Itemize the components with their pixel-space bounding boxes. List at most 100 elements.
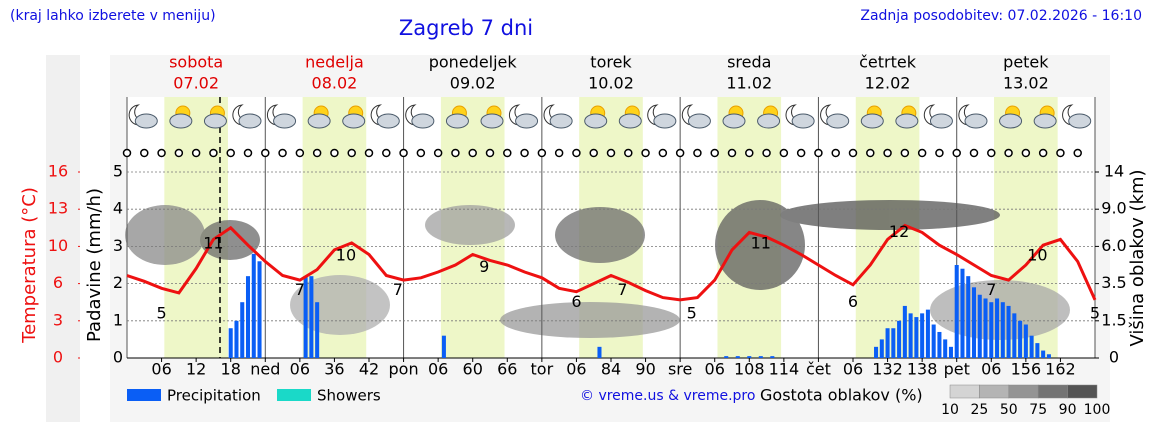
x-tick-label: pet bbox=[944, 360, 970, 379]
cloud-cover bbox=[125, 200, 1070, 340]
wind-calm bbox=[330, 148, 339, 158]
x-tick-label: 84 bbox=[601, 360, 621, 379]
wind-calm bbox=[382, 148, 391, 158]
wind-calm bbox=[606, 148, 616, 158]
x-tick-label: 06 bbox=[843, 360, 863, 379]
wind-calm bbox=[191, 148, 201, 158]
wind-calm bbox=[364, 148, 374, 158]
day-name: petek bbox=[1003, 53, 1049, 72]
cloud-legend-label: 100 bbox=[1084, 402, 1111, 418]
y2-tick-label: 9.0 bbox=[1101, 199, 1126, 218]
wind-calm bbox=[779, 148, 789, 158]
x-tick-label: 66 bbox=[497, 360, 517, 379]
wind-calm bbox=[1021, 148, 1031, 158]
precip-bar bbox=[597, 346, 602, 358]
wind-calm bbox=[796, 148, 806, 158]
cloud-icon bbox=[791, 113, 815, 129]
temp-label: 5 bbox=[687, 303, 697, 322]
precip-bar bbox=[303, 276, 308, 358]
y2-tick-label: 3.5 bbox=[1101, 273, 1126, 292]
cloud-legend-swatch bbox=[979, 384, 1010, 399]
legend-label: Showers bbox=[317, 387, 381, 405]
precip-bar bbox=[257, 261, 262, 358]
temp-axis-title: Temperatura (°C) bbox=[19, 187, 40, 344]
cloud-icon bbox=[376, 113, 400, 129]
cloud-legend-swatch bbox=[1067, 384, 1098, 399]
precip-bar bbox=[874, 346, 879, 358]
temp-label: 6 bbox=[571, 292, 581, 311]
precip-bar bbox=[228, 328, 233, 358]
wind-calm bbox=[157, 148, 166, 158]
precip-bar bbox=[960, 268, 965, 358]
precip-bar bbox=[971, 287, 977, 358]
x-tick-label: 06 bbox=[981, 360, 1001, 379]
precip-bar bbox=[735, 356, 740, 358]
header-left: (kraj lahko izberete v meniju) bbox=[10, 8, 216, 24]
cloud-blob bbox=[200, 220, 260, 260]
precip-bar bbox=[1018, 320, 1023, 358]
y2-tick-label: 1.5 bbox=[1101, 310, 1126, 329]
chart-title: Zagreb 7 dni bbox=[399, 16, 533, 40]
cloud-icon bbox=[273, 113, 297, 129]
precip-bar bbox=[885, 328, 890, 358]
y2-tick-label: 14 bbox=[1104, 162, 1124, 181]
wind-calm bbox=[624, 148, 633, 158]
wind-calm bbox=[226, 148, 235, 158]
cloud-legend-label: 75 bbox=[1029, 402, 1047, 418]
y-tick-label: 2 bbox=[113, 273, 123, 292]
precip-bar bbox=[1012, 313, 1017, 358]
wind-calm bbox=[589, 148, 598, 158]
precip-bar bbox=[891, 328, 896, 358]
cloud-icon bbox=[757, 113, 781, 129]
cloud-legend-label: 90 bbox=[1059, 402, 1077, 418]
precip-bar bbox=[937, 331, 942, 358]
precip-bar bbox=[240, 302, 245, 358]
wind-calm bbox=[883, 148, 892, 158]
x-tick-label: 06 bbox=[290, 360, 310, 379]
temp-label: 7 bbox=[986, 280, 996, 299]
legend-swatch bbox=[127, 389, 161, 401]
precip-bar bbox=[954, 265, 959, 358]
precip-bar bbox=[1041, 350, 1046, 358]
precip-bar bbox=[908, 313, 913, 358]
x-tick-label: 36 bbox=[324, 360, 344, 379]
wind-calm bbox=[1038, 148, 1048, 158]
cloud-icon bbox=[445, 113, 469, 129]
cloud-icon bbox=[999, 113, 1023, 129]
precip-bar bbox=[245, 276, 251, 358]
y2-axis-title: Višina oblakov (km) bbox=[1127, 169, 1148, 346]
wind-calm bbox=[572, 148, 581, 158]
cloud-icon bbox=[687, 113, 711, 129]
updated: Zadnja posodobitev: 07.02.2026 - 16:10 bbox=[860, 8, 1142, 24]
x-tick-label: 132 bbox=[872, 360, 903, 379]
legend-swatch bbox=[277, 389, 311, 401]
cloud-icon bbox=[1068, 113, 1092, 129]
cloud-icon bbox=[929, 113, 953, 129]
cloud-legend-swatch bbox=[1008, 384, 1039, 399]
cloud-legend-label: 50 bbox=[1000, 402, 1018, 418]
wind-calm bbox=[1004, 148, 1013, 158]
x-tick-label: čet bbox=[806, 360, 831, 379]
precip-bar bbox=[770, 356, 775, 358]
cloud-blob bbox=[930, 280, 1070, 340]
y-tick-label: 3 bbox=[113, 236, 123, 255]
y-tick-label: 1 bbox=[113, 310, 123, 329]
wind-calm bbox=[641, 148, 650, 158]
wind-calm bbox=[433, 148, 443, 158]
precip-bar bbox=[251, 253, 256, 358]
precip-bar bbox=[925, 309, 930, 358]
cloud-icon bbox=[169, 113, 193, 129]
temp-label: 7 bbox=[295, 280, 305, 299]
precip-bar bbox=[920, 313, 925, 358]
cloud-icon bbox=[134, 113, 158, 129]
temp-tick-label: 16 bbox=[48, 162, 68, 181]
day-name: ponedeljek bbox=[429, 53, 518, 72]
cloud-icon bbox=[860, 113, 884, 129]
cloud-legend-title: Gostota oblakov (%) bbox=[760, 386, 923, 405]
precip-bar bbox=[1006, 305, 1011, 358]
x-tick-label: 06 bbox=[151, 360, 171, 379]
x-tick-label: 12 bbox=[186, 360, 206, 379]
wind-calm bbox=[935, 148, 944, 158]
x-tick-label: 18 bbox=[221, 360, 241, 379]
x-tick-label: tor bbox=[531, 360, 554, 379]
